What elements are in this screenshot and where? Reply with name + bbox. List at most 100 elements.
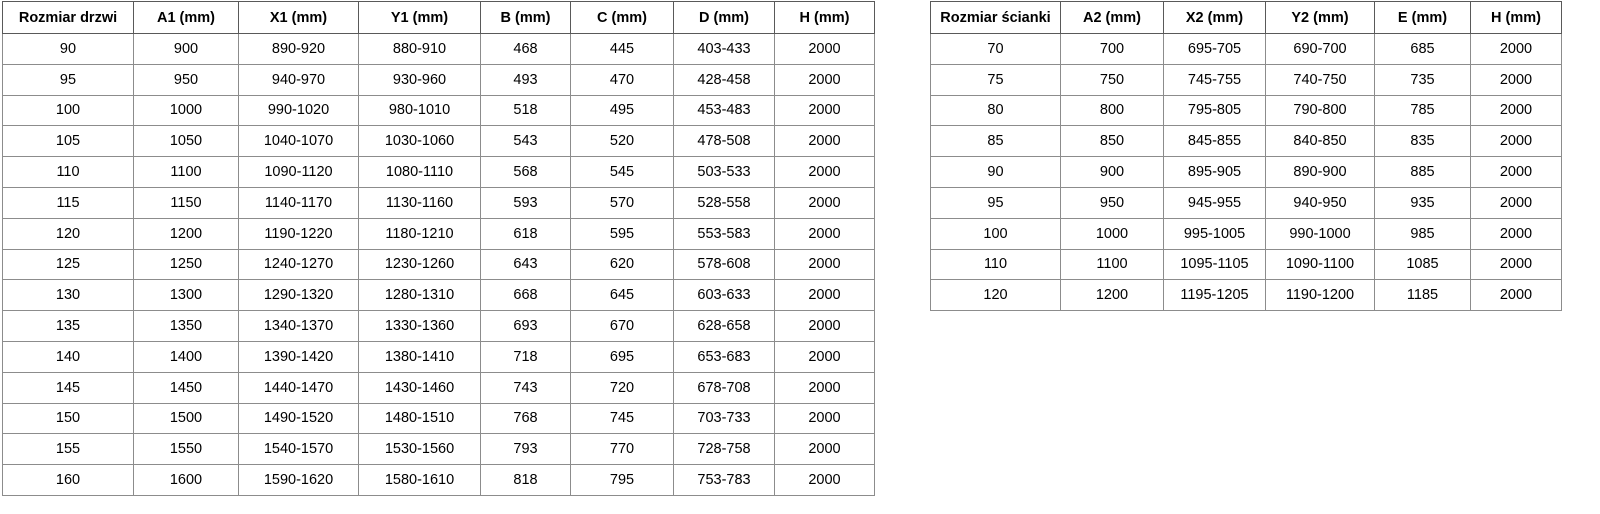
doors-col-header-b: B (mm) — [480, 1, 571, 34]
table-row: 100 1000 990-1020 980-1010 518 495 453-4… — [2, 94, 875, 127]
cell-a1: 1350 — [133, 310, 239, 342]
cell-a2: 850 — [1060, 125, 1164, 158]
cell-x1: 940-970 — [238, 63, 359, 96]
cell-x1: 1540-1570 — [238, 433, 359, 466]
cell-c: 645 — [570, 279, 674, 312]
cell-h: 2000 — [1470, 63, 1562, 96]
walls-col-header-a2: A2 (mm) — [1060, 1, 1164, 34]
cell-c: 445 — [570, 33, 674, 65]
cell-b: 493 — [480, 63, 571, 96]
table-row: 120 1200 1195-1205 1190-1200 1185 2000 — [930, 279, 1562, 312]
cell-b: 793 — [480, 433, 571, 466]
cell-b: 543 — [480, 125, 571, 158]
cell-rozmiar-drzwi: 130 — [2, 279, 134, 312]
cell-c: 770 — [570, 433, 674, 466]
table-row: 95 950 940-970 930-960 493 470 428-458 2… — [2, 63, 875, 96]
walls-table-header-row: Rozmiar ścianki A2 (mm) X2 (mm) Y2 (mm) … — [930, 1, 1562, 34]
cell-d: 503-533 — [673, 156, 775, 188]
cell-a1: 1600 — [133, 464, 239, 496]
walls-col-header-x2: X2 (mm) — [1163, 1, 1266, 34]
cell-b: 593 — [480, 186, 571, 219]
cell-b: 518 — [480, 94, 571, 127]
table-row: 70 700 695-705 690-700 685 2000 — [930, 33, 1562, 65]
table-row: 85 850 845-855 840-850 835 2000 — [930, 125, 1562, 158]
table-row: 90 900 895-905 890-900 885 2000 — [930, 156, 1562, 188]
cell-x2: 895-905 — [1163, 156, 1266, 188]
cell-h: 2000 — [774, 433, 875, 466]
cell-b: 718 — [480, 340, 571, 373]
cell-a1: 1200 — [133, 217, 239, 250]
cell-x2: 995-1005 — [1163, 217, 1266, 250]
cell-rozmiar-drzwi: 105 — [2, 125, 134, 158]
cell-h: 2000 — [774, 371, 875, 404]
cell-x1: 1590-1620 — [238, 464, 359, 496]
table-row: 125 1250 1240-1270 1230-1260 643 620 578… — [2, 248, 875, 281]
cell-h: 2000 — [774, 279, 875, 312]
cell-rozmiar-drzwi: 140 — [2, 340, 134, 373]
cell-b: 618 — [480, 217, 571, 250]
walls-col-header-e: E (mm) — [1374, 1, 1471, 34]
table-row: 120 1200 1190-1220 1180-1210 618 595 553… — [2, 217, 875, 250]
cell-b: 668 — [480, 279, 571, 312]
cell-rozmiar-scianki: 120 — [930, 279, 1061, 312]
cell-h: 2000 — [774, 125, 875, 158]
cell-h: 2000 — [1470, 279, 1562, 312]
cell-a1: 1550 — [133, 433, 239, 466]
doors-col-header-x1: X1 (mm) — [238, 1, 359, 34]
cell-a1: 1450 — [133, 371, 239, 404]
cell-d: 403-433 — [673, 33, 775, 65]
cell-h: 2000 — [774, 340, 875, 373]
cell-h: 2000 — [774, 217, 875, 250]
cell-x1: 1440-1470 — [238, 371, 359, 404]
cell-rozmiar-drzwi: 120 — [2, 217, 134, 250]
walls-col-header-y2: Y2 (mm) — [1265, 1, 1375, 34]
cell-e: 885 — [1374, 156, 1471, 188]
cell-y2: 790-800 — [1265, 94, 1375, 127]
cell-h: 2000 — [1470, 33, 1562, 65]
cell-y1: 1430-1460 — [358, 371, 481, 404]
cell-b: 693 — [480, 310, 571, 342]
table-row: 140 1400 1390-1420 1380-1410 718 695 653… — [2, 340, 875, 373]
cell-rozmiar-scianki: 90 — [930, 156, 1061, 188]
cell-rozmiar-scianki: 80 — [930, 94, 1061, 127]
cell-b: 643 — [480, 248, 571, 281]
cell-b: 568 — [480, 156, 571, 188]
table-row: 80 800 795-805 790-800 785 2000 — [930, 94, 1562, 127]
cell-c: 545 — [570, 156, 674, 188]
table-row: 135 1350 1340-1370 1330-1360 693 670 628… — [2, 310, 875, 342]
cell-h: 2000 — [774, 33, 875, 65]
cell-c: 695 — [570, 340, 674, 373]
cell-c: 520 — [570, 125, 674, 158]
walls-dimension-table: Rozmiar ścianki A2 (mm) X2 (mm) Y2 (mm) … — [930, 1, 1562, 312]
cell-a1: 1100 — [133, 156, 239, 188]
cell-y2: 690-700 — [1265, 33, 1375, 65]
cell-c: 595 — [570, 217, 674, 250]
cell-rozmiar-scianki: 75 — [930, 63, 1061, 96]
cell-d: 603-633 — [673, 279, 775, 312]
cell-y2: 940-950 — [1265, 186, 1375, 219]
cell-d: 553-583 — [673, 217, 775, 250]
cell-rozmiar-drzwi: 160 — [2, 464, 134, 496]
cell-a1: 1400 — [133, 340, 239, 373]
cell-e: 1085 — [1374, 248, 1471, 281]
cell-d: 478-508 — [673, 125, 775, 158]
cell-e: 1185 — [1374, 279, 1471, 312]
doors-col-header-y1: Y1 (mm) — [358, 1, 481, 34]
cell-y1: 880-910 — [358, 33, 481, 65]
cell-c: 720 — [570, 371, 674, 404]
cell-a2: 1200 — [1060, 279, 1164, 312]
cell-x1: 1190-1220 — [238, 217, 359, 250]
cell-e: 735 — [1374, 63, 1471, 96]
table-row: 95 950 945-955 940-950 935 2000 — [930, 186, 1562, 219]
cell-h: 2000 — [774, 310, 875, 342]
cell-h: 2000 — [1470, 94, 1562, 127]
cell-y1: 1180-1210 — [358, 217, 481, 250]
table-row: 130 1300 1290-1320 1280-1310 668 645 603… — [2, 279, 875, 312]
cell-a2: 950 — [1060, 186, 1164, 219]
cell-y2: 840-850 — [1265, 125, 1375, 158]
cell-y1: 1230-1260 — [358, 248, 481, 281]
cell-y1: 980-1010 — [358, 94, 481, 127]
cell-b: 468 — [480, 33, 571, 65]
cell-x1: 1140-1170 — [238, 186, 359, 219]
table-row: 160 1600 1590-1620 1580-1610 818 795 753… — [2, 464, 875, 496]
